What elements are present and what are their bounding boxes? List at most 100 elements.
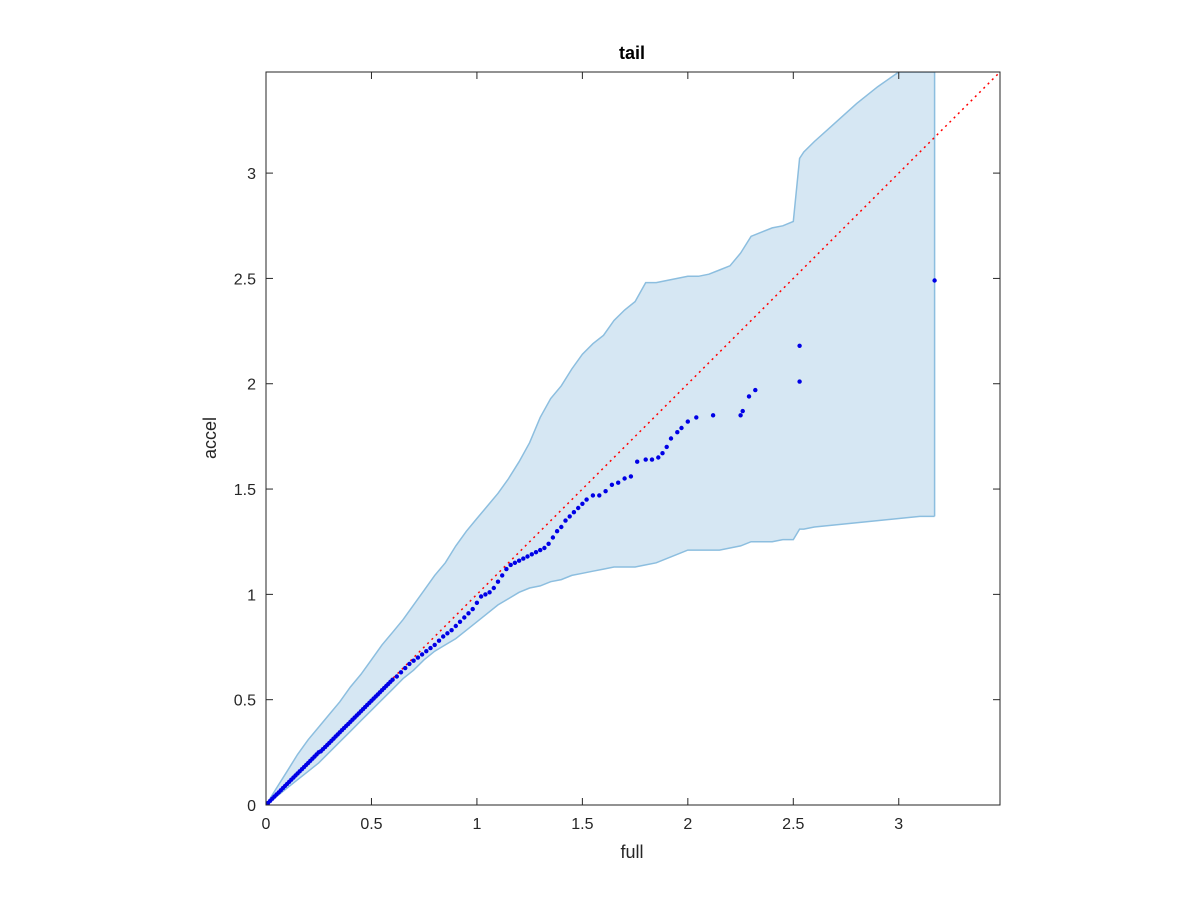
data-point bbox=[738, 413, 743, 418]
data-point bbox=[491, 585, 496, 591]
band-fill bbox=[266, 72, 935, 805]
data-point bbox=[419, 652, 425, 657]
x-tick-label: 2 bbox=[683, 816, 692, 833]
data-point bbox=[649, 457, 655, 462]
band-upper-edge bbox=[266, 72, 936, 805]
data-point bbox=[679, 425, 684, 431]
data-point bbox=[550, 535, 556, 540]
data-point bbox=[495, 579, 501, 584]
reference-diagonal-line bbox=[266, 72, 1000, 805]
data-point bbox=[394, 674, 399, 679]
data-point bbox=[470, 606, 475, 612]
data-point bbox=[487, 590, 492, 595]
data-point bbox=[432, 642, 437, 648]
reference-line bbox=[266, 72, 1000, 805]
data-point bbox=[609, 482, 615, 487]
data-point bbox=[525, 554, 530, 559]
data-point bbox=[635, 459, 640, 464]
x-tick-label: 0.5 bbox=[360, 816, 382, 833]
x-tick-label: 0 bbox=[262, 816, 271, 833]
data-point bbox=[590, 493, 596, 498]
data-point bbox=[554, 529, 560, 534]
data-point bbox=[616, 480, 621, 485]
data-point bbox=[740, 408, 745, 414]
x-axis-ticks: 0 0.5 1 1.5 2 2.5 3 bbox=[262, 72, 903, 833]
x-tick-label: 2.5 bbox=[782, 816, 804, 833]
data-point bbox=[797, 379, 802, 384]
data-point bbox=[710, 413, 716, 418]
data-point bbox=[521, 556, 526, 561]
data-point bbox=[622, 476, 627, 481]
data-point bbox=[675, 430, 680, 435]
data-point bbox=[584, 497, 589, 502]
data-point bbox=[546, 541, 551, 546]
data-point bbox=[462, 615, 467, 620]
data-point bbox=[428, 645, 433, 651]
data-point bbox=[398, 670, 404, 675]
data-point bbox=[563, 518, 568, 523]
data-point bbox=[424, 649, 429, 654]
data-point bbox=[576, 505, 581, 511]
data-point bbox=[403, 665, 408, 671]
data-point bbox=[457, 619, 463, 624]
data-point bbox=[567, 514, 572, 519]
data-point bbox=[474, 600, 480, 605]
data-point bbox=[628, 474, 634, 479]
data-point bbox=[597, 493, 602, 498]
data-point bbox=[449, 628, 454, 633]
data-point bbox=[932, 278, 937, 283]
data-point bbox=[500, 573, 505, 578]
data-point bbox=[542, 545, 547, 551]
data-point bbox=[664, 444, 669, 450]
y-tick-label: 3 bbox=[247, 166, 256, 183]
data-point bbox=[753, 387, 758, 393]
data-point bbox=[533, 550, 539, 555]
data-point bbox=[685, 419, 690, 424]
x-tick-label: 1 bbox=[472, 816, 481, 833]
y-tick-label: 1.5 bbox=[234, 482, 256, 499]
y-tick-label: 2.5 bbox=[234, 271, 256, 288]
data-point bbox=[441, 634, 446, 639]
data-point bbox=[559, 524, 564, 530]
x-axis-label: full bbox=[620, 842, 643, 862]
data-point bbox=[694, 415, 699, 420]
y-tick-label: 2 bbox=[247, 377, 256, 394]
data-point bbox=[445, 631, 450, 636]
chart-title: tail bbox=[619, 43, 645, 63]
plot-area-frame bbox=[265, 71, 1001, 806]
data-point bbox=[538, 547, 543, 553]
data-point bbox=[797, 343, 802, 348]
data-point bbox=[415, 655, 421, 660]
data-point bbox=[603, 489, 608, 494]
y-tick-label: 0.5 bbox=[234, 693, 256, 710]
data-point bbox=[411, 658, 416, 663]
data-point bbox=[643, 457, 648, 462]
y-axis-ticks: 0 0.5 1 1.5 2 2.5 3 bbox=[234, 166, 1000, 815]
data-point bbox=[508, 562, 513, 568]
data-point bbox=[660, 451, 665, 456]
data-point bbox=[516, 558, 522, 563]
data-point bbox=[580, 501, 585, 506]
data-point bbox=[656, 455, 661, 460]
y-tick-label: 0 bbox=[247, 798, 256, 815]
data-point bbox=[466, 611, 471, 616]
confidence-band bbox=[266, 72, 936, 805]
data-point bbox=[453, 623, 458, 629]
data-point bbox=[529, 552, 534, 557]
data-point bbox=[512, 560, 518, 565]
data-point bbox=[390, 677, 395, 682]
data-point bbox=[504, 566, 509, 572]
y-tick-label: 1 bbox=[247, 587, 256, 604]
band-lower-edge bbox=[266, 515, 935, 805]
data-point bbox=[478, 594, 484, 599]
data-point bbox=[483, 592, 488, 597]
data-point bbox=[746, 394, 752, 399]
data-point bbox=[571, 510, 577, 515]
data-point bbox=[407, 661, 412, 667]
y-axis-label: accel bbox=[200, 417, 220, 459]
data-point bbox=[668, 436, 674, 441]
data-points bbox=[266, 278, 937, 805]
data-point bbox=[436, 638, 442, 643]
x-tick-label: 3 bbox=[894, 816, 903, 833]
